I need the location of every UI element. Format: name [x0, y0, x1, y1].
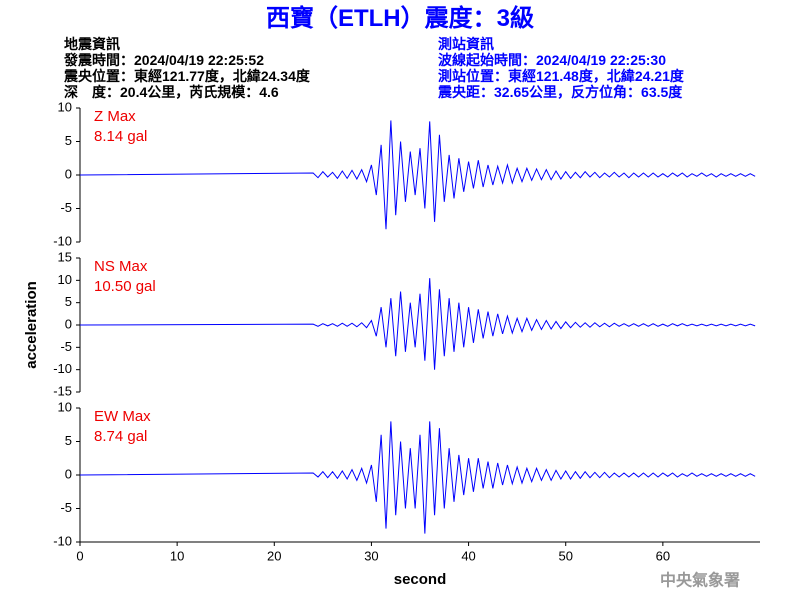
info-line: 深 度：20.4公里，芮氏規模：4.6	[64, 84, 279, 100]
waveform	[79, 278, 756, 370]
y-tick-label: -10	[53, 533, 72, 548]
y-tick-label: -10	[53, 233, 72, 248]
info-line: 震央距：32.65公里，反方位角：63.5度	[438, 84, 683, 100]
x-tick-label: 40	[461, 548, 475, 563]
y-tick-label: -5	[60, 339, 72, 354]
waveform	[79, 120, 756, 230]
y-tick-label: 0	[65, 466, 72, 481]
station-info: 測站資訊 波線起始時間：2024/04/19 22:25:30 測站位置：東經1…	[438, 36, 684, 100]
y-tick-label: 5	[65, 294, 72, 309]
waveform	[79, 421, 756, 534]
info-line: 震央位置：東經121.77度，北緯24.34度	[64, 68, 310, 84]
title: 西寶（ETLH）震度：3級	[265, 5, 534, 32]
watermark: 中央氣象署	[660, 571, 740, 590]
info-line: 測站資訊	[438, 36, 494, 52]
max-label: 10.50 gal	[94, 278, 156, 295]
x-tick-label: 0	[76, 548, 83, 563]
y-tick-label: 0	[65, 166, 72, 181]
max-label: 8.14 gal	[94, 128, 147, 145]
info-line: 發震時間：2024/04/19 22:25:52	[64, 52, 264, 68]
y-tick-label: -10	[53, 361, 72, 376]
info-line: 測站位置：東經121.48度，北緯24.21度	[438, 68, 684, 84]
y-tick-label: 10	[58, 272, 72, 287]
y-tick-label: -15	[53, 383, 72, 398]
x-tick-label: 50	[558, 548, 572, 563]
x-axis-label: second	[394, 571, 447, 588]
info-line: 波線起始時間：2024/04/19 22:25:30	[438, 52, 666, 68]
y-tick-label: 10	[58, 399, 72, 414]
x-tick-label: 30	[364, 548, 378, 563]
y-tick-label: -5	[60, 500, 72, 515]
y-tick-label: 5	[65, 433, 72, 448]
y-tick-label: 15	[58, 249, 72, 264]
max-label: 8.74 gal	[94, 428, 147, 445]
info-line: 地震資訊	[64, 36, 120, 52]
y-tick-label: -5	[60, 200, 72, 215]
y-tick-label: 0	[65, 316, 72, 331]
event-info: 地震資訊 發震時間：2024/04/19 22:25:52 震央位置：東經121…	[64, 36, 310, 100]
y-tick-label: 10	[58, 99, 72, 114]
component-label: EW Max	[94, 408, 151, 425]
component-label: NS Max	[94, 258, 148, 275]
x-tick-label: 60	[656, 548, 670, 563]
y-tick-label: 5	[65, 133, 72, 148]
x-tick-label: 20	[267, 548, 281, 563]
component-label: Z Max	[94, 108, 136, 125]
y-axis-label: acceleration	[23, 281, 40, 369]
x-tick-label: 10	[170, 548, 184, 563]
